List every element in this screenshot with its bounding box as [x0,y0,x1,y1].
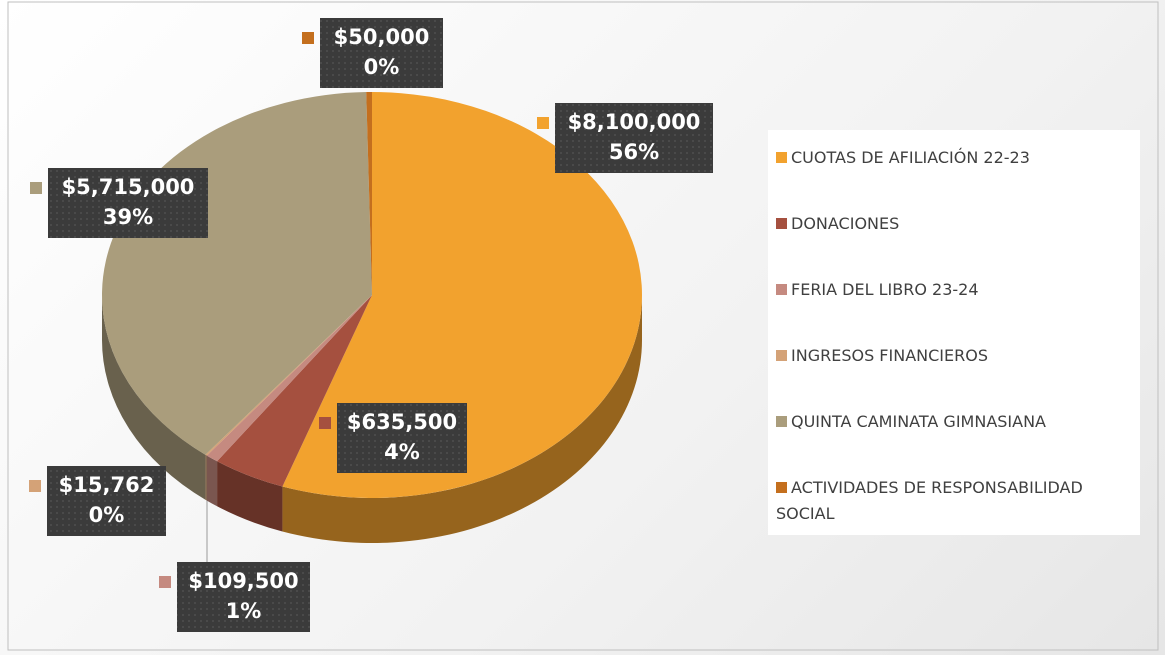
percent-label: 1% [226,599,262,623]
percent-label: 56% [609,140,659,164]
percent-label: 4% [384,440,420,464]
legend-label: DONACIONES [791,214,900,233]
value-label: $8,100,000 [568,110,701,134]
slice [282,92,642,498]
legend-label: FERIA DEL LIBRO 23-24 [791,280,979,299]
legend-swatch [776,482,787,493]
legend-item: QUINTA CAMINATA GIMNASIANA [776,409,1136,435]
slice-side [102,295,206,500]
legend-item: DONACIONES [776,211,1136,237]
value-label: $635,500 [347,410,457,434]
label-box [320,18,443,88]
slice [217,295,372,487]
percent-label: 0% [364,55,400,79]
label-swatch [29,480,41,492]
legend-item: CUOTAS DE AFILIACIÓN 22-23 [776,145,1136,171]
legend-swatch [776,218,787,229]
percent-label: 39% [103,205,153,229]
value-label: $15,762 [59,473,155,497]
value-label: $50,000 [334,25,430,49]
label-swatch [537,117,549,129]
value-label: $109,500 [188,569,298,593]
legend-swatch [776,152,787,163]
slice [206,295,372,462]
legend-label: QUINTA CAMINATA GIMNASIANA [791,412,1046,431]
slice [205,295,372,456]
label-box [48,168,208,238]
label-box [177,562,310,632]
label-box [555,103,713,173]
slice-side [206,455,218,507]
label-swatch [319,417,331,429]
label-swatch [302,32,314,44]
label-box [47,466,166,536]
slice-side [282,295,642,543]
chart-border [7,1,1159,651]
legend-item: INGRESOS FINANCIEROS [776,343,1136,369]
legend: CUOTAS DE AFILIACIÓN 22-23 DONACIONES FERI… [768,130,1140,535]
legend-swatch [776,416,787,427]
slice-side [217,461,283,532]
percent-label: 0% [89,503,125,527]
slice [366,92,372,295]
legend-label: CUOTAS DE AFILIACIÓN 22-23 [791,148,1030,167]
value-label: $5,715,000 [62,175,195,199]
legend-swatch [776,284,787,295]
legend-label: INGRESOS FINANCIEROS [791,346,988,365]
legend-item: FERIA DEL LIBRO 23-24 [776,277,1136,303]
label-swatch [159,576,171,588]
legend-swatch [776,350,787,361]
slice-side [205,454,207,501]
label-swatch [30,182,42,194]
label-box [337,403,467,473]
legend-label: ACTIVIDADES DE RESPONSABILIDAD SOCIAL [776,478,1083,523]
legend-item: ACTIVIDADES DE RESPONSABILIDAD SOCIAL [776,475,1136,527]
